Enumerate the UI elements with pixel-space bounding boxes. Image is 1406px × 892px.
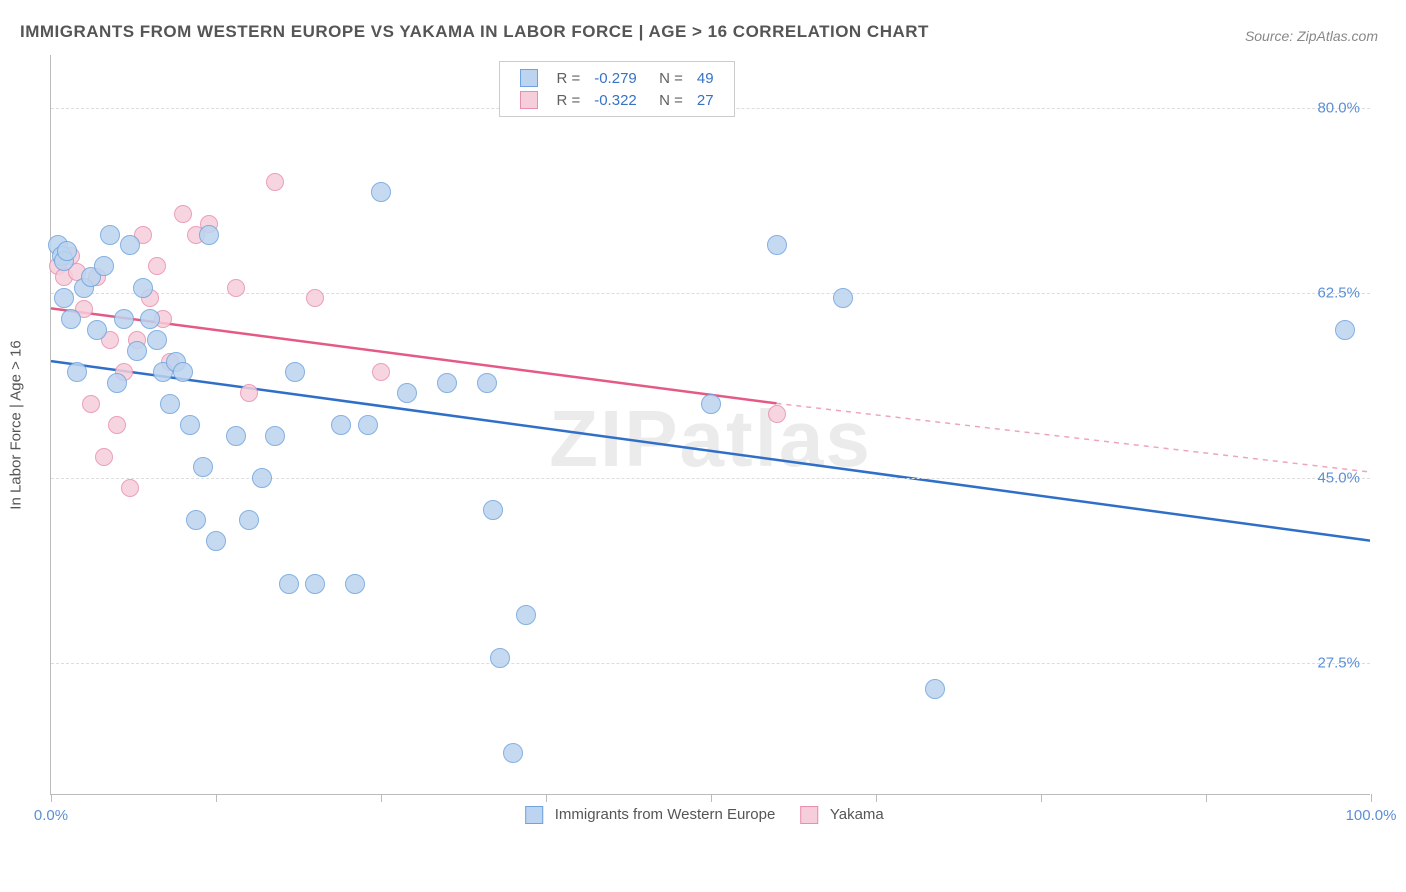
scatter-point [240, 384, 258, 402]
scatter-point [180, 415, 200, 435]
x-tick [1206, 794, 1207, 802]
scatter-point [227, 279, 245, 297]
scatter-point [140, 309, 160, 329]
x-tick-label: 100.0% [1346, 807, 1397, 824]
scatter-point [285, 362, 305, 382]
legend-label: Immigrants from Western Europe [555, 806, 776, 823]
legend-stats-box: R =-0.279 N =49R =-0.322 N =27 [499, 61, 734, 117]
x-tick [1371, 794, 1372, 802]
scatter-point [701, 394, 721, 414]
scatter-point [199, 225, 219, 245]
legend-bottom: Immigrants from Western Europe Yakama [519, 806, 903, 824]
y-tick-label: 27.5% [1317, 654, 1360, 671]
trend-line-dashed [776, 403, 1370, 472]
scatter-point [100, 225, 120, 245]
scatter-point [107, 373, 127, 393]
scatter-point [265, 426, 285, 446]
trend-lines-svg [51, 55, 1370, 794]
scatter-point [133, 278, 153, 298]
chart-title: IMMIGRANTS FROM WESTERN EUROPE VS YAKAMA… [20, 22, 929, 42]
scatter-point [54, 288, 74, 308]
scatter-point [371, 182, 391, 202]
scatter-point [516, 605, 536, 625]
legend-swatch [800, 806, 818, 824]
scatter-point [397, 383, 417, 403]
scatter-point [279, 574, 299, 594]
gridline [51, 663, 1370, 664]
scatter-point [239, 510, 259, 530]
plot-area: ZIPatlas Immigrants from Western Europe … [50, 55, 1370, 795]
scatter-point [95, 448, 113, 466]
scatter-point [173, 362, 193, 382]
scatter-point [252, 468, 272, 488]
scatter-point [108, 416, 126, 434]
gridline [51, 293, 1370, 294]
scatter-point [306, 289, 324, 307]
x-tick [381, 794, 382, 802]
scatter-point [147, 330, 167, 350]
scatter-point [266, 173, 284, 191]
source-label: Source: ZipAtlas.com [1245, 28, 1378, 44]
chart-container: IMMIGRANTS FROM WESTERN EUROPE VS YAKAMA… [0, 0, 1406, 892]
scatter-point [767, 235, 787, 255]
x-tick [876, 794, 877, 802]
scatter-point [305, 574, 325, 594]
scatter-point [483, 500, 503, 520]
scatter-point [206, 531, 226, 551]
scatter-point [174, 205, 192, 223]
scatter-point [503, 743, 523, 763]
legend-label: Yakama [830, 806, 884, 823]
scatter-point [87, 320, 107, 340]
scatter-point [121, 479, 139, 497]
scatter-point [226, 426, 246, 446]
x-tick [216, 794, 217, 802]
legend-swatch [525, 806, 543, 824]
scatter-point [61, 309, 81, 329]
scatter-point [114, 309, 134, 329]
scatter-point [925, 679, 945, 699]
scatter-point [490, 648, 510, 668]
scatter-point [477, 373, 497, 393]
scatter-point [67, 362, 87, 382]
y-tick-label: 62.5% [1317, 284, 1360, 301]
x-tick [51, 794, 52, 802]
scatter-point [358, 415, 378, 435]
scatter-point [768, 405, 786, 423]
scatter-point [331, 415, 351, 435]
scatter-point [120, 235, 140, 255]
gridline [51, 478, 1370, 479]
x-tick [711, 794, 712, 802]
scatter-point [345, 574, 365, 594]
x-tick-label: 0.0% [34, 807, 68, 824]
scatter-point [1335, 320, 1355, 340]
scatter-point [160, 394, 180, 414]
scatter-point [57, 241, 77, 261]
scatter-point [437, 373, 457, 393]
scatter-point [82, 395, 100, 413]
scatter-point [833, 288, 853, 308]
scatter-point [193, 457, 213, 477]
scatter-point [186, 510, 206, 530]
scatter-point [94, 256, 114, 276]
scatter-point [372, 363, 390, 381]
scatter-point [127, 341, 147, 361]
scatter-point [148, 257, 166, 275]
y-axis-title: In Labor Force | Age > 16 [8, 340, 25, 509]
y-tick-label: 45.0% [1317, 469, 1360, 486]
y-tick-label: 80.0% [1317, 99, 1360, 116]
x-tick [1041, 794, 1042, 802]
x-tick [546, 794, 547, 802]
